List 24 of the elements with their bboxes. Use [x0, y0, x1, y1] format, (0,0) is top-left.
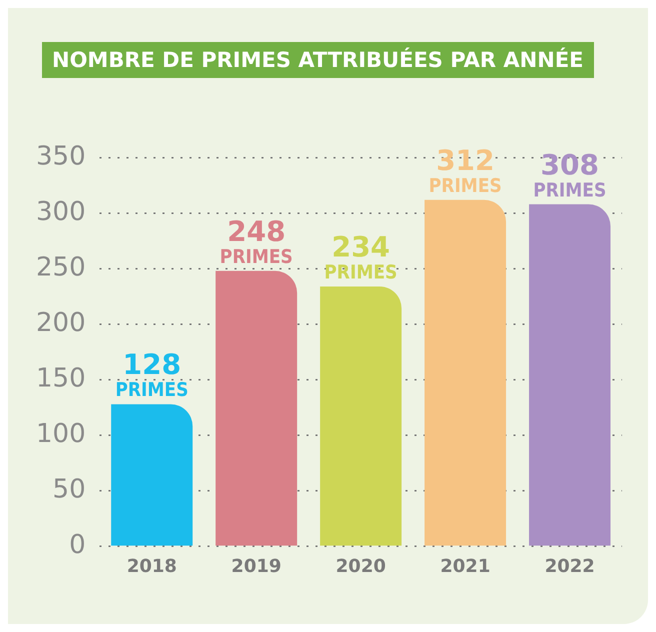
- x-tick-label: 2018: [126, 556, 177, 577]
- data-label: 308 PRIMES: [533, 148, 606, 202]
- y-tick-label: 350: [36, 141, 86, 172]
- y-tick-label: 200: [36, 308, 86, 338]
- y-tick-label: 100: [36, 419, 86, 450]
- data-label: 234 PRIMES: [324, 230, 398, 284]
- data-label: 128 PRIMES: [115, 348, 188, 402]
- data-label: 248 PRIMES: [220, 214, 293, 268]
- x-tick-label: 2020: [336, 556, 386, 577]
- bar: [111, 404, 193, 546]
- x-tick-label: 2019: [231, 556, 282, 577]
- bar: [529, 204, 611, 546]
- bar: [216, 270, 298, 546]
- x-tick-label: 2021: [440, 556, 490, 577]
- y-tick-label: 300: [36, 196, 86, 227]
- y-tick-label: 0: [69, 530, 86, 560]
- x-tick-label: 2022: [544, 556, 595, 577]
- y-tick-label: 250: [36, 252, 86, 282]
- chart-title: NOMBRE DE PRIMES ATTRIBUÉES PAR ANNÉE: [42, 42, 594, 78]
- y-tick-label: 150: [36, 364, 86, 394]
- bar: [424, 200, 506, 546]
- data-label: 312 PRIMES: [428, 144, 502, 197]
- y-tick-label: 50: [52, 474, 86, 505]
- bar: [320, 286, 402, 546]
